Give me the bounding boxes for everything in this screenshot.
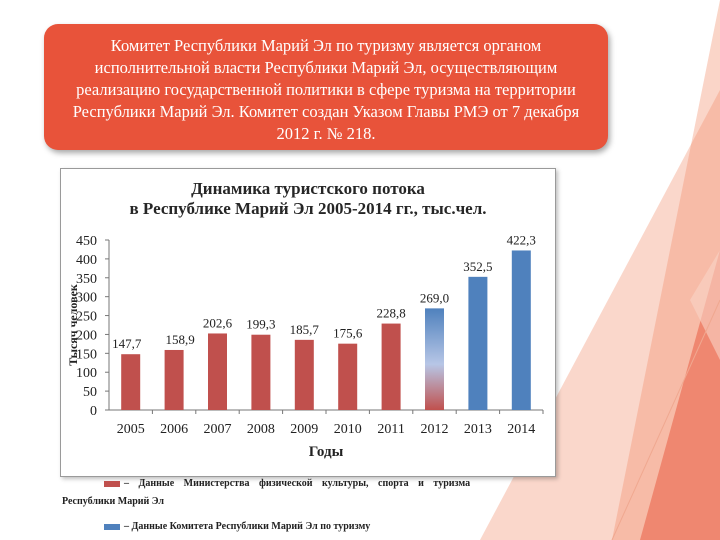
data-label-2013: 352,5 bbox=[463, 259, 492, 274]
y-tick-label: 300 bbox=[76, 291, 97, 306]
chart-panel: Динамика туристского потока в Республике… bbox=[60, 168, 556, 477]
callout-text: Комитет Республики Марий Эл по туризму я… bbox=[72, 36, 580, 143]
x-tick-label-2008: 2008 bbox=[247, 422, 275, 437]
data-label-2009: 185,7 bbox=[290, 322, 320, 337]
x-tick-label-2012: 2012 bbox=[421, 422, 449, 437]
y-tick-label: 350 bbox=[76, 272, 97, 287]
bar-chart: 0 50 100 150 200 250 300 350 400 450 Тысяч человек… bbox=[66, 232, 544, 460]
x-tick-label-2006: 2006 bbox=[160, 422, 188, 437]
data-label-2007: 202,6 bbox=[203, 315, 233, 330]
y-tick-label: 150 bbox=[76, 347, 97, 362]
data-label-2012: 269,0 bbox=[420, 290, 449, 305]
data-label-2008: 199,3 bbox=[246, 317, 275, 332]
bar-2012 bbox=[425, 308, 444, 410]
legend-swatch-ministry bbox=[104, 481, 120, 487]
x-tick-label-2005: 2005 bbox=[117, 422, 145, 437]
data-label-2006: 158,9 bbox=[165, 332, 194, 347]
bar-2013 bbox=[468, 276, 488, 410]
x-tick-label-2011: 2011 bbox=[377, 422, 404, 437]
y-tick-label: 0 bbox=[90, 404, 97, 419]
data-label-2011: 228,8 bbox=[376, 306, 405, 321]
chart-title-line2: в Республике Марий Эл 2005-2014 гг., тыс… bbox=[129, 199, 487, 218]
y-tick-label: 400 bbox=[76, 253, 97, 268]
legend-swatch-committee bbox=[104, 524, 120, 530]
bar-2006 bbox=[164, 349, 184, 410]
y-tick-label: 450 bbox=[76, 234, 97, 249]
bar-2005 bbox=[121, 354, 141, 410]
legend-label-ministry-cont: Республики Марий Эл bbox=[62, 496, 165, 507]
bar-2008 bbox=[251, 334, 271, 410]
y-tick-label: 50 bbox=[83, 385, 97, 400]
y-tick-label: 100 bbox=[76, 366, 97, 381]
bar-2010 bbox=[338, 343, 358, 410]
data-label-2014: 422,3 bbox=[507, 232, 536, 247]
y-tick-label: 250 bbox=[76, 310, 97, 325]
bar-2007 bbox=[208, 333, 227, 410]
x-tick-label-2010: 2010 bbox=[334, 422, 362, 437]
legend-label-ministry: – Данные Министерства физической культур… bbox=[124, 478, 471, 489]
info-callout: Комитет Республики Марий Эл по туризму я… bbox=[44, 24, 608, 150]
bar-2014 bbox=[511, 250, 531, 410]
x-tick-label-2014: 2014 bbox=[507, 422, 535, 437]
legend-label-committee: – Данные Комитета Республики Марий Эл по… bbox=[124, 521, 371, 532]
chart-title-line1: Динамика туристского потока bbox=[191, 179, 425, 198]
x-tick-label-2009: 2009 bbox=[290, 422, 318, 437]
x-tick-label-2007: 2007 bbox=[204, 422, 232, 437]
y-tick-label: 200 bbox=[76, 328, 97, 343]
y-axis-label: Тысяч человек bbox=[66, 284, 80, 366]
bar-2009 bbox=[294, 339, 314, 410]
data-label-2010: 175,6 bbox=[333, 326, 363, 341]
data-label-2005: 147,7 bbox=[112, 336, 142, 351]
x-tick-label-2013: 2013 bbox=[464, 422, 492, 437]
bar-2011 bbox=[381, 323, 401, 410]
x-axis-label: Годы bbox=[309, 444, 344, 460]
